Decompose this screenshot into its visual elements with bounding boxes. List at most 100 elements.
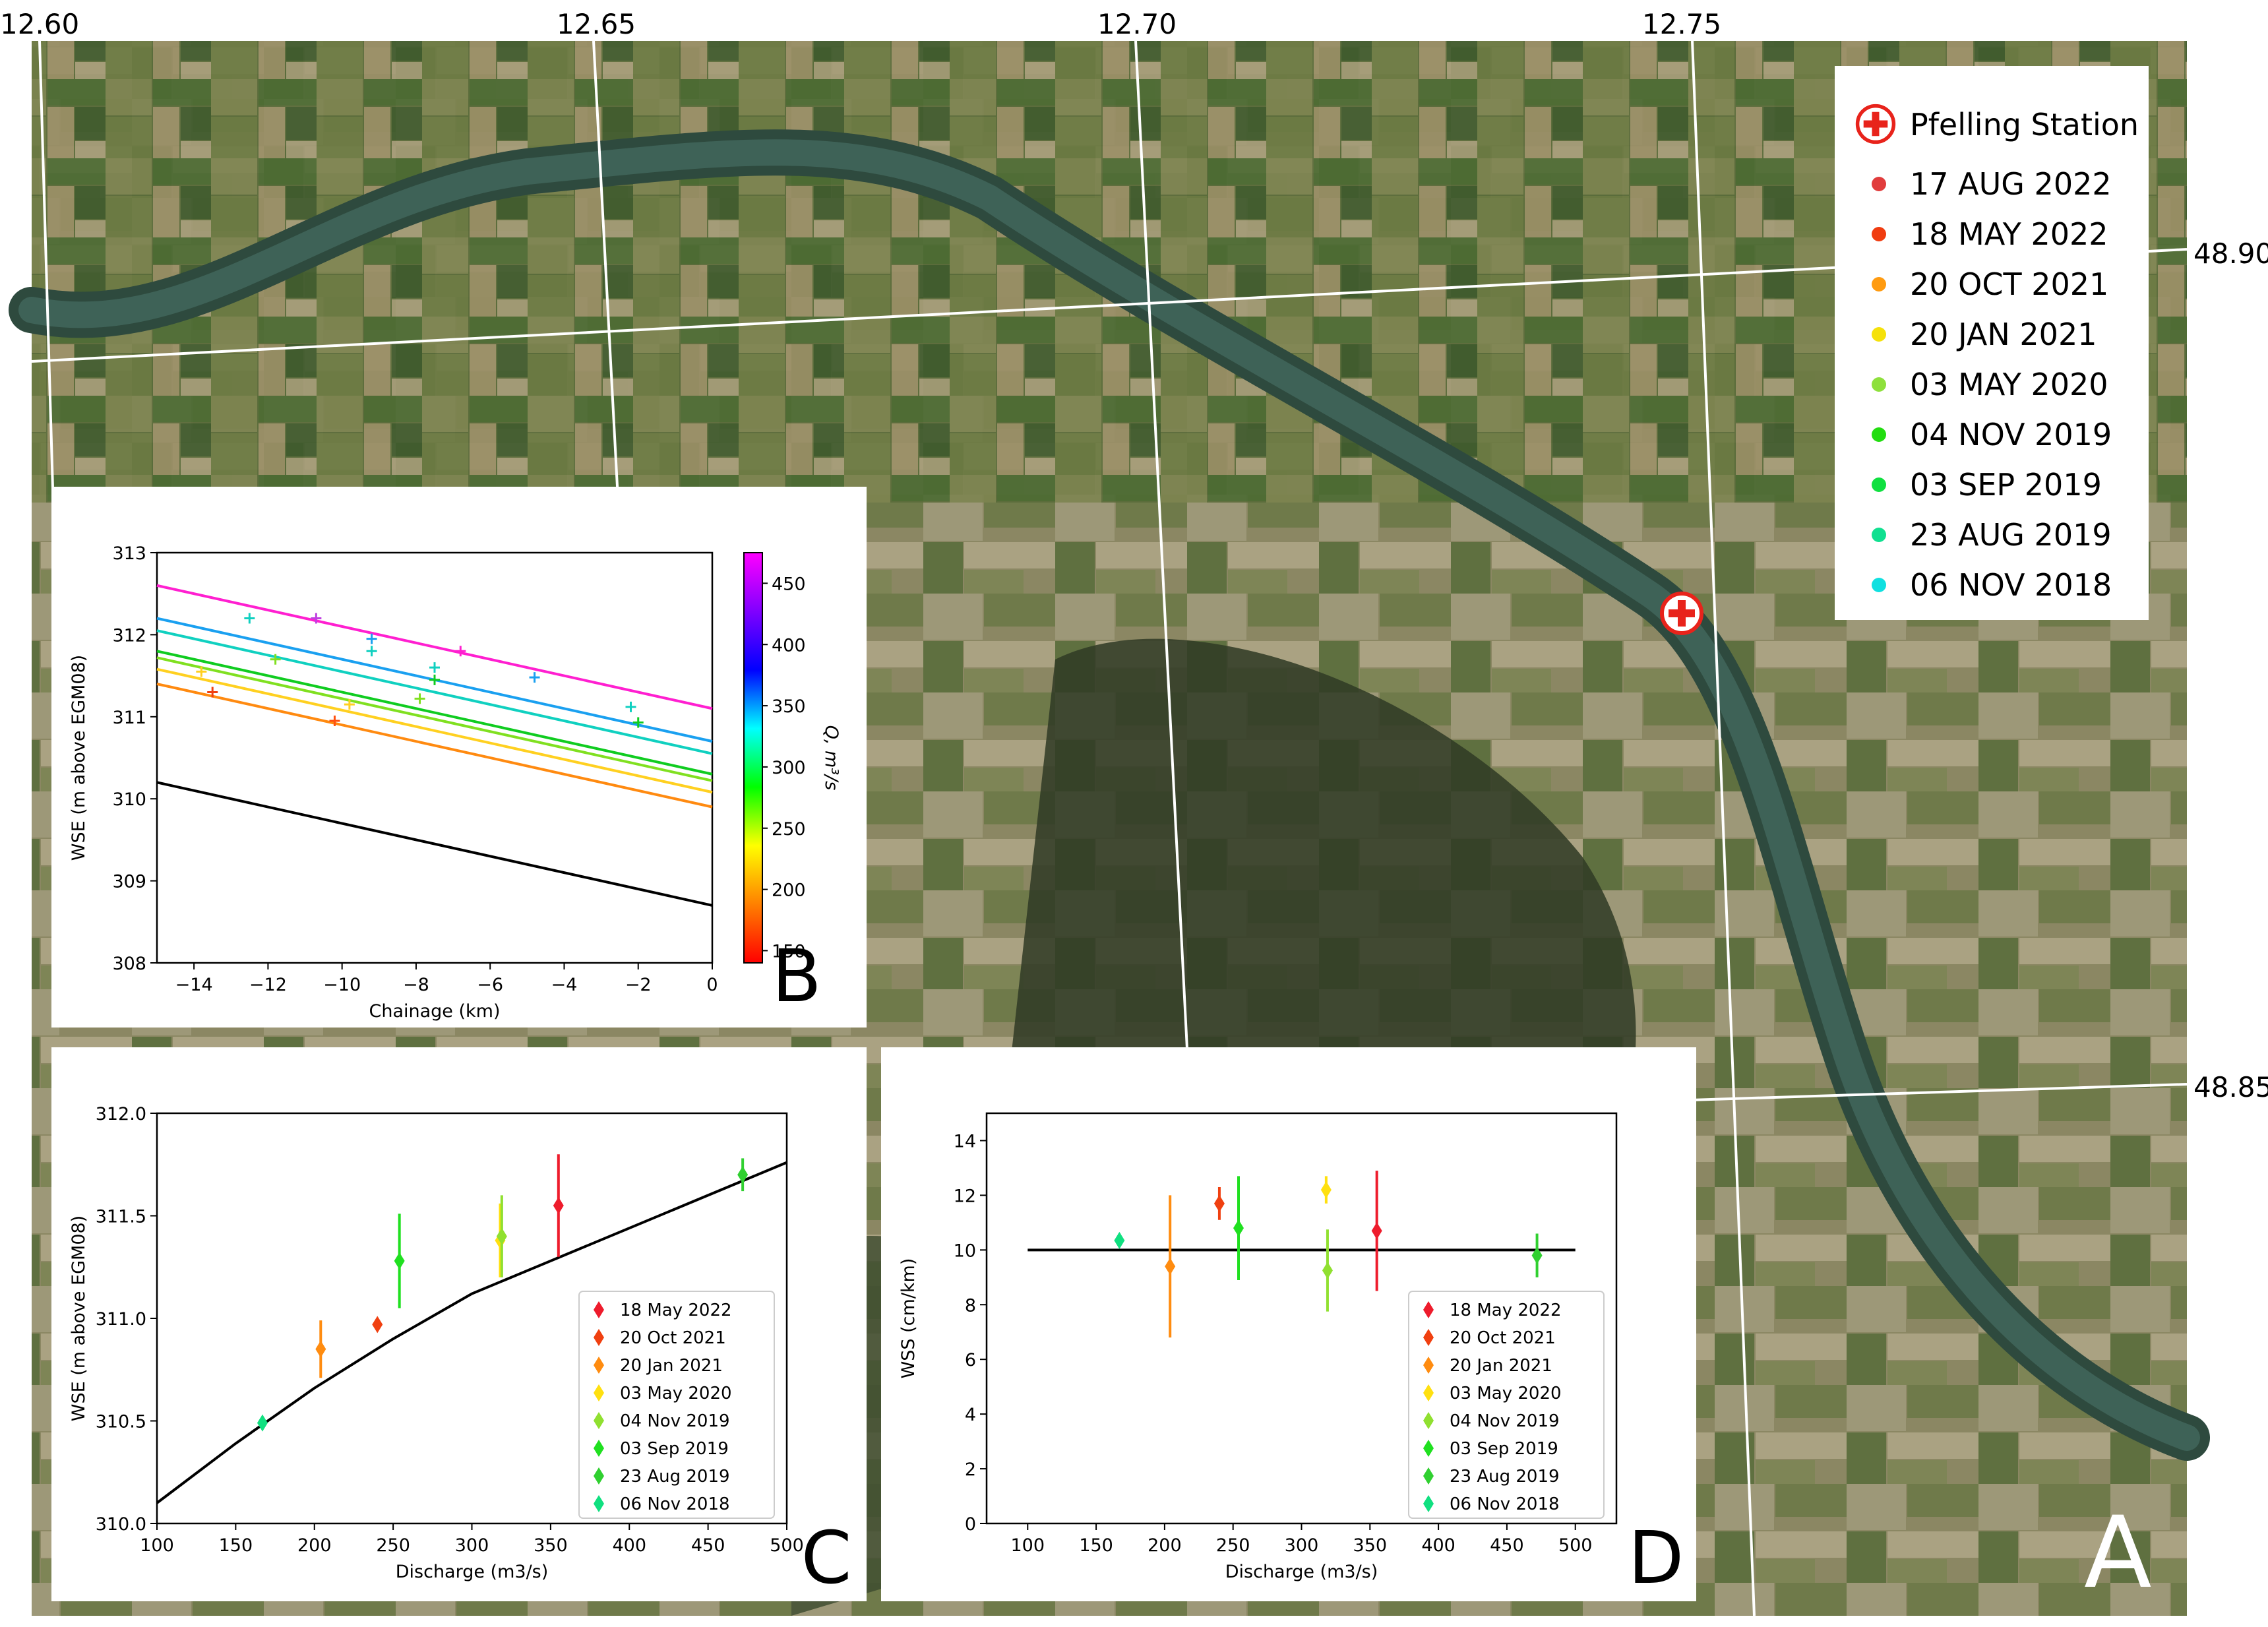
data-point: [1233, 1219, 1244, 1237]
legend-dot-icon: [1872, 578, 1886, 592]
x-tick-label: 450: [1490, 1535, 1524, 1556]
legend-marker: [594, 1301, 604, 1318]
data-point: [196, 666, 207, 677]
colorbar-tick-label: 250: [772, 819, 806, 840]
colorbar-tick-label: 450: [772, 574, 806, 594]
y-tick-label: 0: [965, 1514, 976, 1535]
x-tick-label: −4: [551, 975, 578, 995]
y-tick-label: 313: [112, 543, 146, 564]
legend-item: 20 OCT 2021: [1872, 265, 2135, 305]
x-tick-label: 200: [1148, 1535, 1182, 1556]
data-point: [1371, 1222, 1382, 1240]
legend-marker: [1423, 1384, 1434, 1401]
legend-label: 03 May 2020: [620, 1384, 732, 1403]
panel-label: C: [801, 1516, 852, 1600]
series-line: [156, 584, 713, 710]
x-tick-label: 100: [140, 1535, 174, 1556]
legend-item-label: 20 OCT 2021: [1910, 266, 2109, 302]
legend-item-label: 06 NOV 2018: [1910, 567, 2112, 603]
y-tick-label: 312.0: [96, 1104, 146, 1124]
legend-marker: [1423, 1329, 1434, 1346]
legend-marker: [594, 1329, 604, 1346]
panel-label: D: [1628, 1516, 1684, 1600]
legend-dot-icon: [1872, 377, 1886, 392]
data-point: [315, 1340, 326, 1358]
legend-label: 03 Sep 2019: [1450, 1439, 1558, 1459]
x-tick-label: 0: [706, 975, 718, 995]
panel-label: B: [772, 934, 821, 1018]
x-tick-label: 200: [297, 1535, 332, 1556]
data-point: [414, 693, 425, 704]
series-line: [156, 656, 713, 782]
y-axis-label: WSE (m above EGM08): [69, 1215, 89, 1421]
data-point: [207, 687, 218, 698]
legend-marker: [594, 1440, 604, 1457]
x-tick-label: −12: [249, 975, 287, 995]
y-tick-label: 6: [965, 1350, 976, 1370]
legend-label: 03 May 2020: [1450, 1384, 1562, 1403]
data-point: [257, 1414, 268, 1432]
colorbar: [743, 552, 763, 964]
data-point: [429, 674, 440, 685]
lon-label-1: 12.60: [0, 8, 80, 40]
panel-b: −14 −12 −10 −8 −6 −4 −2 0 308 309 310 311 312 313 Chai…: [51, 487, 867, 1028]
legend-item: 06 NOV 2018: [1872, 566, 2135, 605]
legend-label: 04 Nov 2019: [1450, 1411, 1560, 1431]
y-tick-label: 2: [965, 1459, 976, 1480]
y-axis-label: WSS (cm/km): [898, 1258, 919, 1379]
data-point: [344, 699, 355, 710]
data-point: [1531, 1246, 1543, 1264]
data-point: [429, 662, 440, 673]
colorbar-tick-label: 200: [772, 880, 806, 901]
legend-marker: [1423, 1495, 1434, 1512]
data-point: [366, 633, 377, 644]
colorbar-label: Q, m³/s: [821, 725, 842, 791]
legend-label: 06 Nov 2018: [1450, 1494, 1560, 1514]
lon-label-4: 12.75: [1641, 8, 1722, 40]
x-tick-label: 500: [770, 1535, 804, 1556]
colorbar-tick-label: 300: [772, 758, 806, 778]
series-line: [156, 629, 713, 755]
legend-dot-icon: [1872, 227, 1886, 241]
legend-dot-icon: [1872, 177, 1886, 191]
legend-item: 03 MAY 2020: [1872, 365, 2135, 405]
x-tick-label: 350: [1353, 1535, 1388, 1556]
legend-item-label: 18 MAY 2022: [1910, 216, 2108, 252]
data-point: [632, 717, 644, 728]
map-legend: Pfelling Station 17 AUG 2022 18 MAY 2022 2…: [1835, 66, 2149, 620]
legend-label: 20 Jan 2021: [1450, 1356, 1552, 1376]
x-axis-label: Chainage (km): [369, 1001, 500, 1022]
legend-item-label: 23 AUG 2019: [1910, 517, 2112, 553]
x-tick-label: 500: [1558, 1535, 1593, 1556]
x-axis-label: Discharge (m3/s): [396, 1562, 549, 1582]
y-tick-label: 311: [112, 708, 146, 728]
colorbar-tick-label: 150: [772, 941, 806, 962]
y-tick-label: 10: [954, 1241, 976, 1261]
data-point: [496, 1227, 507, 1245]
legend-marker: [594, 1357, 604, 1374]
series-line: [156, 650, 713, 776]
data-point: [244, 613, 255, 624]
legend-marker: [1423, 1357, 1434, 1374]
legend-label: 03 Sep 2019: [620, 1439, 729, 1459]
legend-marker: [1423, 1440, 1434, 1457]
legend-marker: [594, 1495, 604, 1512]
legend-item: 20 JAN 2021: [1872, 315, 2135, 355]
legend-marker: [1423, 1301, 1434, 1318]
x-tick-label: 100: [1011, 1535, 1045, 1556]
plot-frame: [156, 551, 714, 964]
x-tick-label: −8: [403, 975, 429, 995]
legend-item: 18 MAY 2022: [1872, 215, 2135, 255]
y-tick-label: 311.0: [96, 1309, 146, 1330]
x-tick-label: 300: [1285, 1535, 1319, 1556]
y-tick-label: 12: [954, 1186, 976, 1206]
legend-marker: [594, 1467, 604, 1485]
legend-item-label: 04 NOV 2019: [1910, 417, 2112, 452]
x-tick-label: 400: [1421, 1535, 1456, 1556]
station-marker: [1659, 590, 1705, 636]
y-tick-label: 8: [965, 1295, 976, 1316]
legend-item-label: 20 JAN 2021: [1910, 317, 2097, 352]
data-point: [394, 1252, 405, 1270]
legend-item-label: 03 MAY 2020: [1910, 367, 2108, 402]
data-point: [1213, 1194, 1225, 1212]
